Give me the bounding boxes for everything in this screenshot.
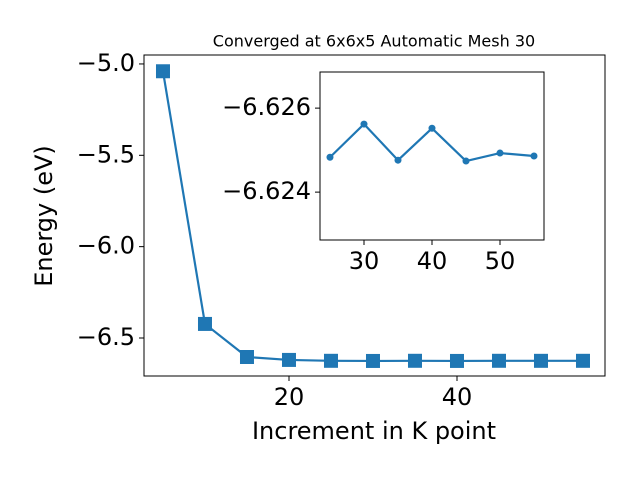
marker xyxy=(281,352,296,367)
chart-title: Converged at 6x6x5 Automatic Mesh 30 xyxy=(213,32,535,51)
y-axis-label: Energy (eV) xyxy=(30,145,58,287)
y-tick-label: −5.5 xyxy=(77,140,135,168)
marker xyxy=(575,353,590,368)
marker xyxy=(239,349,254,364)
marker xyxy=(530,152,538,160)
marker xyxy=(496,149,504,157)
marker xyxy=(407,353,422,368)
y-tick-label: −6.0 xyxy=(77,232,135,260)
marker xyxy=(394,156,402,164)
marker xyxy=(533,353,548,368)
marker xyxy=(428,124,436,132)
y-tick-label: −6.626 xyxy=(222,93,311,121)
x-tick-label: 50 xyxy=(485,247,516,275)
marker xyxy=(326,153,334,161)
marker xyxy=(449,353,464,368)
x-tick-label: 20 xyxy=(274,383,305,411)
y-tick-label: −6.624 xyxy=(222,177,311,205)
marker xyxy=(365,353,380,368)
x-tick-label: 40 xyxy=(417,247,448,275)
x-axis-label: Increment in K point xyxy=(252,417,496,445)
marker xyxy=(155,64,170,79)
x-tick-label: 40 xyxy=(442,383,473,411)
y-tick-label: −6.5 xyxy=(77,323,135,351)
marker xyxy=(323,353,338,368)
marker xyxy=(491,353,506,368)
marker xyxy=(197,316,212,331)
x-tick-label: 30 xyxy=(349,247,380,275)
marker xyxy=(360,120,368,128)
plot-frame xyxy=(319,71,545,241)
y-tick-label: −5.0 xyxy=(77,49,135,77)
marker xyxy=(462,157,470,165)
